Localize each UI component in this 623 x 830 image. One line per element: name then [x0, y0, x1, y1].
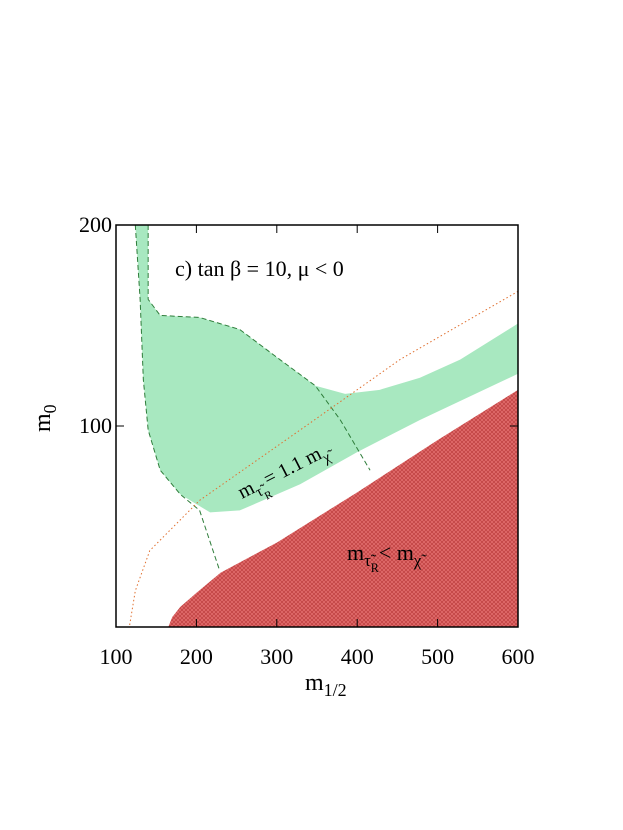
label-part: 0 — [40, 404, 60, 413]
y-tick-label: 200 — [79, 212, 112, 237]
x-tick-label: 100 — [100, 644, 133, 669]
ticks: 100 200 300 400 500 600 100 200 — [79, 212, 535, 669]
label-part: m — [30, 413, 56, 432]
region — [168, 389, 518, 627]
y-tick-label: 100 — [79, 413, 112, 438]
regions — [135, 225, 518, 627]
region — [135, 225, 518, 513]
contour-line — [129, 290, 519, 626]
x-tick-label: 400 — [341, 644, 374, 669]
label-part: R — [371, 561, 380, 575]
x-axis-label: m1/2 — [305, 670, 347, 700]
curves — [129, 224, 519, 626]
label-part: 1/2 — [324, 680, 347, 700]
chart-title: c) tan β = 10, μ < 0 — [175, 256, 344, 281]
x-tick-label: 200 — [180, 644, 213, 669]
contour-line — [134, 224, 221, 571]
label-part: m — [305, 670, 324, 696]
x-tick-label: 600 — [502, 644, 535, 669]
x-tick-label: 300 — [260, 644, 293, 669]
x-tick-label: 500 — [421, 644, 454, 669]
label-part: m — [347, 540, 364, 565]
contour-line — [147, 225, 371, 471]
y-axis-label: m0 — [30, 404, 60, 432]
label-part: < m — [379, 540, 414, 565]
